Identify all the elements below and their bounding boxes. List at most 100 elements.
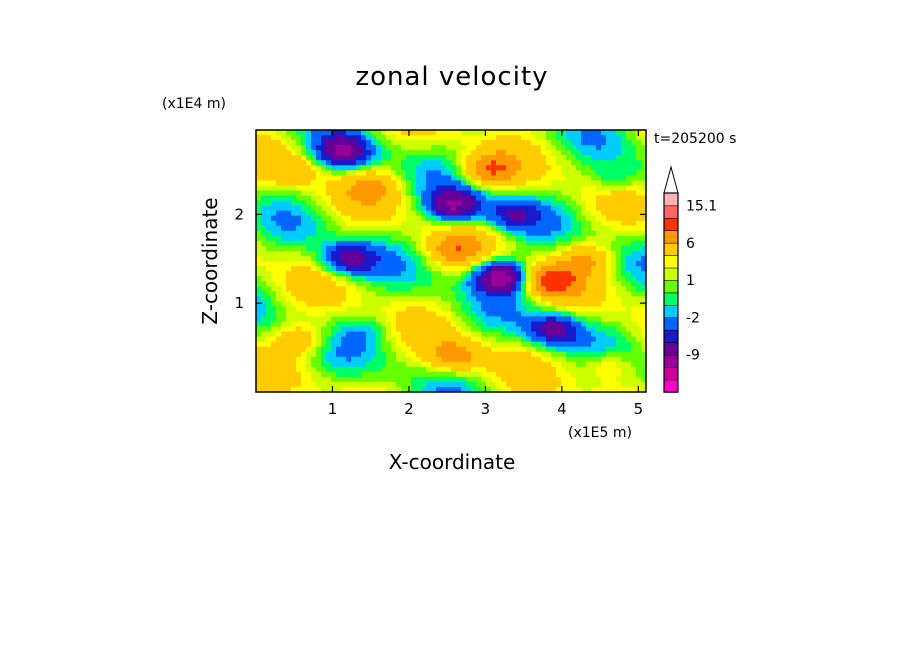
heatmap-cell [361,200,367,207]
heatmap-cell [571,346,577,353]
heatmap-cell [366,130,372,136]
heatmap-cell [346,331,352,338]
heatmap-cell [281,235,287,242]
heatmap-cell [636,215,642,222]
heatmap-cell [621,366,627,373]
heatmap-cell [496,351,502,358]
heatmap-cell [581,220,587,227]
heatmap-cell [296,286,302,292]
heatmap-cell [301,386,307,392]
heatmap-cell [566,331,572,338]
heatmap-cell [451,130,457,136]
heatmap-cell [316,336,322,343]
heatmap-cell [531,276,537,282]
heatmap-cell [471,205,477,212]
heatmap-cell [596,245,602,252]
heatmap-cell [271,210,277,217]
heatmap-cell [416,190,422,197]
heatmap-cell [611,371,617,378]
heatmap-cell [406,296,412,302]
heatmap-cell [541,145,547,151]
heatmap-cell [291,381,297,388]
heatmap-cell [296,326,302,333]
heatmap-cell [356,205,362,212]
heatmap-cell [351,336,357,343]
heatmap-cell [456,281,462,287]
heatmap-cell [396,261,402,267]
heatmap-cell [301,130,307,136]
heatmap-cell [576,185,582,192]
heatmap-cell [326,266,332,272]
heatmap-cell [446,306,452,312]
heatmap-cell [426,361,432,368]
heatmap-cell [311,286,317,292]
heatmap-cell [586,316,592,323]
heatmap-cell [506,205,512,212]
heatmap-cell [556,316,562,323]
heatmap-cell [506,336,512,343]
heatmap-cell [591,215,597,222]
heatmap-cell [546,145,552,151]
heatmap-cell [611,160,617,166]
heatmap-cell [356,321,362,328]
heatmap-cell [576,225,582,232]
heatmap-cell [441,266,447,272]
heatmap-cell [576,311,582,318]
heatmap-cell [556,210,562,217]
heatmap-cell [321,306,327,312]
heatmap-cell [381,250,387,257]
heatmap-cell [581,371,587,378]
heatmap-cell [536,185,542,192]
heatmap-cell [446,371,452,378]
heatmap-cell [296,150,302,156]
heatmap-cell [306,175,312,181]
heatmap-cell [521,165,527,171]
heatmap-cell [401,160,407,166]
heatmap-cell [386,215,392,222]
heatmap-cell [551,135,557,141]
heatmap-cell [336,331,342,338]
heatmap-cell [471,155,477,161]
heatmap-cell [446,160,452,166]
heatmap-cell [486,225,492,232]
heatmap-cell [336,215,342,222]
heatmap-cell [501,200,507,207]
heatmap-cell [456,255,462,262]
heatmap-cell [551,351,557,358]
heatmap-cell [351,316,357,323]
heatmap-cell [591,356,597,363]
heatmap-cell [606,205,612,212]
heatmap-cell [391,175,397,181]
heatmap-cell [591,160,597,166]
heatmap-cell [406,266,412,272]
heatmap-cell [281,145,287,151]
heatmap-cell [351,371,357,378]
heatmap-cell [446,381,452,388]
heatmap-cell [426,185,432,192]
heatmap-cell [326,185,332,192]
heatmap-cell [261,175,267,181]
heatmap-cell [616,190,622,197]
heatmap-cell [341,346,347,353]
heatmap-cell [616,281,622,287]
heatmap-cell [451,140,457,146]
heatmap-cell [566,220,572,227]
heatmap-cell [346,155,352,161]
heatmap-cell [316,130,322,136]
heatmap-cell [621,130,627,136]
heatmap-cell [356,331,362,338]
heatmap-cell [286,195,292,202]
heatmap-cell [436,261,442,267]
heatmap-cell [376,195,382,202]
heatmap-cell [531,381,537,388]
heatmap-cell [436,220,442,227]
heatmap-cell [491,210,497,217]
heatmap-cell [596,240,602,247]
heatmap-cell [601,210,607,217]
heatmap-cell [256,180,262,187]
heatmap-cell [331,306,337,312]
heatmap-cell [321,296,327,302]
heatmap-cell [496,356,502,363]
heatmap-cell [446,276,452,282]
heatmap-cell [366,190,372,197]
